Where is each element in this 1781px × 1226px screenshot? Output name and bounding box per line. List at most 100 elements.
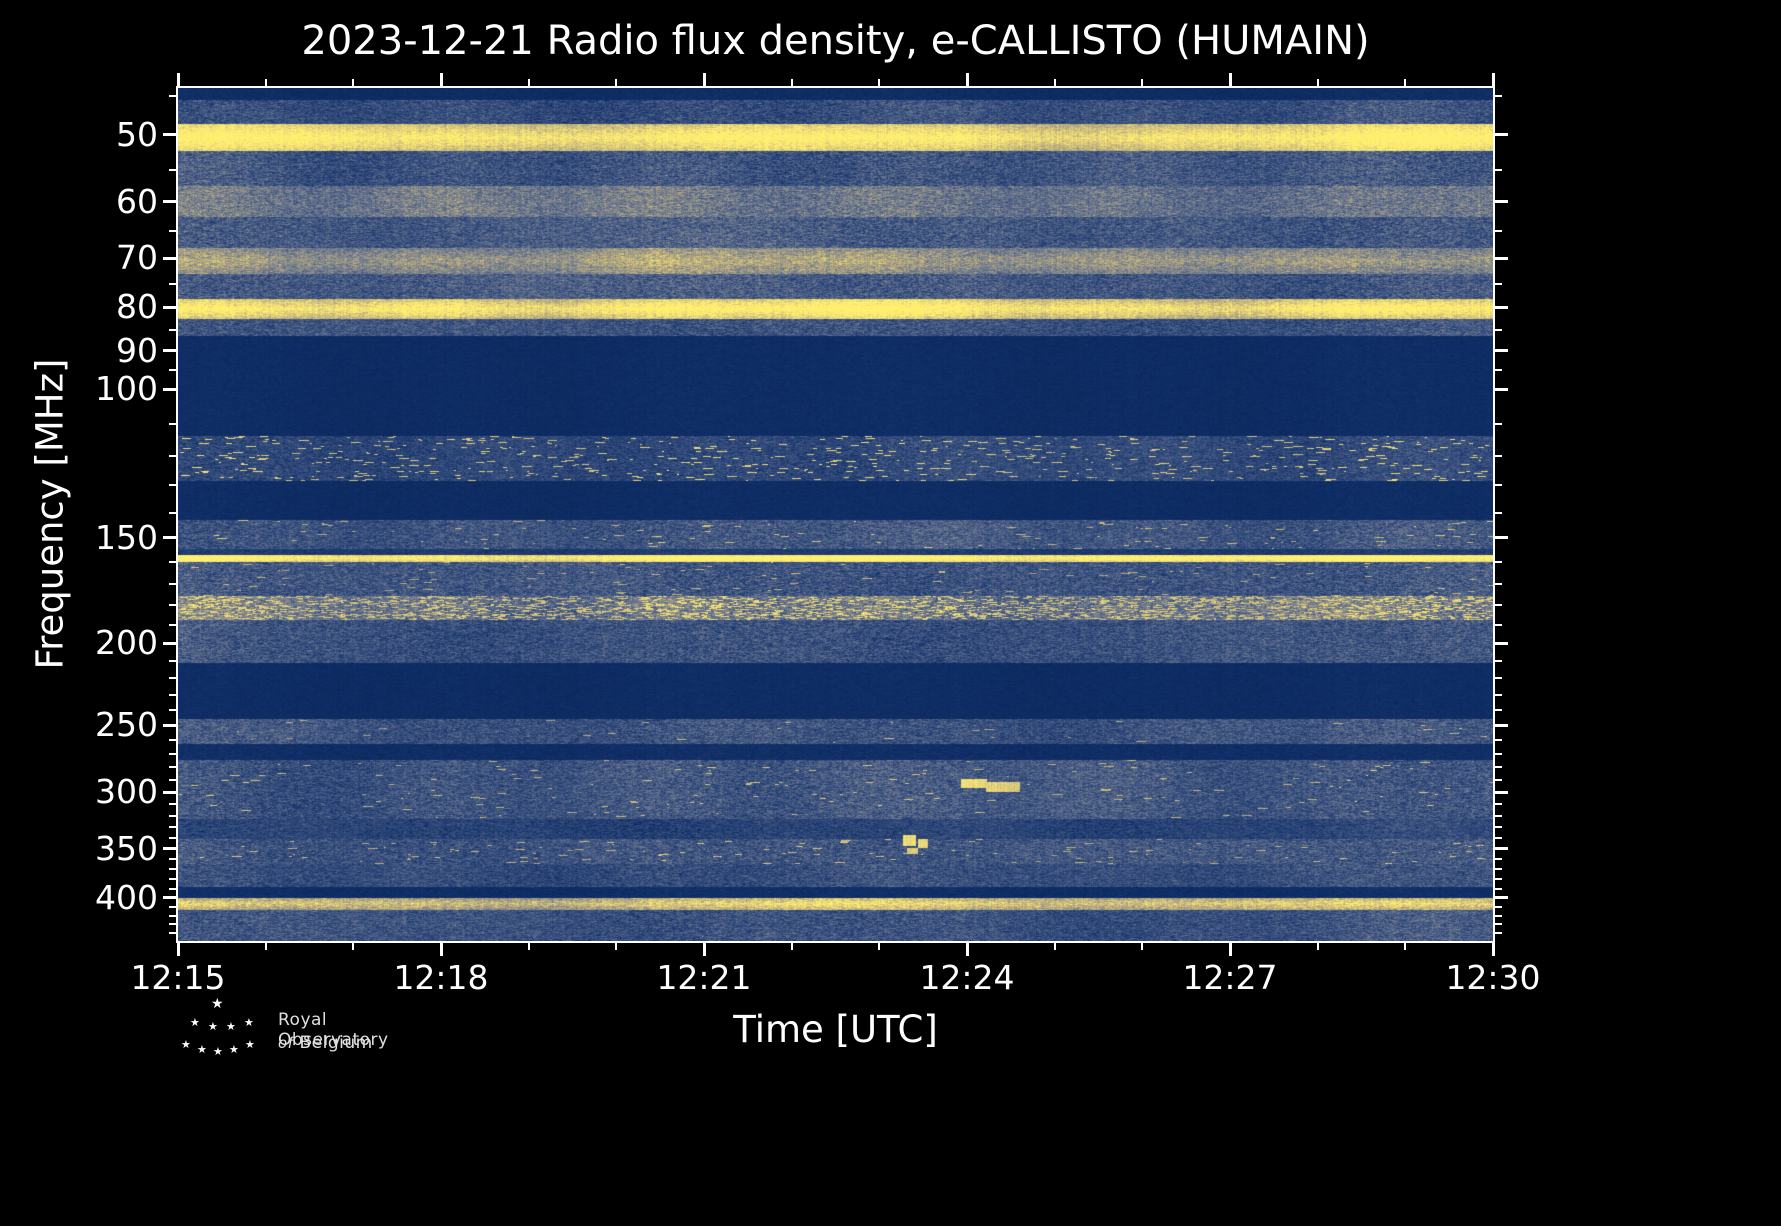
chart-title: 2023-12-21 Radio flux density, e-CALLIST…	[301, 18, 1370, 64]
axis-tick	[1495, 536, 1508, 540]
axis-tick	[169, 803, 176, 806]
axis-tick	[169, 582, 176, 585]
axis-tick	[1495, 677, 1502, 680]
axis-tick	[1141, 943, 1144, 950]
axis-tick	[1495, 803, 1502, 806]
axis-tick	[169, 230, 176, 233]
axis-tick	[169, 826, 176, 829]
axis-tick	[169, 738, 176, 741]
axis-tick	[163, 200, 176, 204]
axis-tick	[1404, 79, 1407, 86]
axis-tick	[1053, 79, 1056, 86]
x-tick-label: 12:30	[1445, 958, 1541, 997]
y-tick-label: 80	[116, 287, 158, 327]
axis-tick	[1491, 73, 1495, 86]
axis-tick	[169, 752, 176, 755]
star-icon: ★	[213, 1045, 223, 1058]
axis-tick	[169, 455, 176, 458]
y-tick-label: 400	[95, 877, 158, 917]
axis-tick	[169, 369, 176, 372]
axis-tick	[1495, 455, 1502, 458]
axis-tick	[1495, 693, 1502, 696]
axis-tick	[264, 943, 267, 950]
y-tick-label: 250	[95, 705, 158, 745]
axis-tick	[1495, 95, 1502, 98]
axis-tick	[169, 814, 176, 817]
axis-tick	[169, 423, 176, 426]
axis-tick	[878, 943, 881, 950]
axis-tick	[702, 943, 706, 956]
axis-tick	[527, 79, 530, 86]
rob-logo-text-line1: Royal Observatory	[278, 1010, 389, 1050]
axis-tick	[1495, 738, 1502, 741]
axis-tick	[1495, 914, 1502, 917]
axis-tick	[169, 905, 176, 908]
axis-tick	[790, 943, 793, 950]
star-icon: ★	[208, 1020, 218, 1033]
axis-tick	[163, 305, 176, 309]
axis-tick	[352, 943, 355, 950]
axis-tick	[1495, 660, 1502, 663]
x-tick-label: 12:15	[130, 958, 226, 997]
axis-tick	[1495, 814, 1502, 817]
axis-tick	[169, 560, 176, 563]
y-tick-label: 150	[95, 517, 158, 557]
axis-tick	[163, 536, 176, 540]
axis-tick	[1495, 877, 1502, 880]
axis-tick	[1495, 256, 1508, 260]
axis-tick	[1495, 511, 1502, 514]
axis-tick	[163, 723, 176, 727]
axis-tick	[163, 896, 176, 900]
axis-tick	[1495, 723, 1508, 727]
axis-tick	[1495, 709, 1502, 712]
axis-tick	[1053, 943, 1056, 950]
axis-tick	[1495, 387, 1508, 391]
x-axis-label: Time [UTC]	[733, 1008, 938, 1051]
axis-tick	[169, 765, 176, 768]
axis-tick	[176, 73, 180, 86]
axis-tick	[1495, 603, 1502, 606]
y-tick-label: 200	[95, 623, 158, 663]
axis-tick	[1495, 858, 1502, 861]
star-icon: ★	[181, 1038, 191, 1051]
axis-tick	[1495, 230, 1502, 233]
star-icon: ★	[211, 996, 224, 1012]
axis-tick	[1495, 868, 1502, 871]
axis-tick	[1491, 943, 1495, 956]
axis-tick	[163, 349, 176, 353]
axis-tick	[176, 943, 180, 956]
axis-tick	[169, 778, 176, 781]
axis-tick	[1495, 765, 1502, 768]
x-tick-label: 12:27	[1182, 958, 1278, 997]
axis-tick	[169, 603, 176, 606]
axis-tick	[1495, 423, 1502, 426]
axis-tick	[169, 623, 176, 626]
axis-tick	[1495, 896, 1508, 900]
star-icon: ★	[229, 1043, 239, 1056]
axis-tick	[169, 660, 176, 663]
axis-tick	[1228, 73, 1232, 86]
axis-tick	[1495, 641, 1508, 645]
y-tick-label: 90	[116, 330, 158, 370]
axis-tick	[790, 79, 793, 86]
axis-tick	[1495, 778, 1502, 781]
axis-tick	[163, 133, 176, 137]
axis-tick	[1495, 847, 1508, 851]
axis-tick	[169, 677, 176, 680]
axis-tick	[965, 73, 969, 86]
axis-tick	[702, 73, 706, 86]
axis-tick	[1495, 931, 1502, 934]
axis-tick	[615, 943, 618, 950]
y-tick-label: 50	[116, 114, 158, 154]
axis-tick	[169, 511, 176, 514]
axis-tick	[169, 484, 176, 487]
axis-tick	[1495, 369, 1502, 372]
x-tick-label: 12:21	[656, 958, 752, 997]
axis-tick	[169, 914, 176, 917]
star-icon: ★	[197, 1043, 207, 1056]
axis-tick	[169, 709, 176, 712]
axis-tick	[1495, 133, 1508, 137]
axis-tick	[169, 837, 176, 840]
axis-tick	[1495, 282, 1502, 285]
